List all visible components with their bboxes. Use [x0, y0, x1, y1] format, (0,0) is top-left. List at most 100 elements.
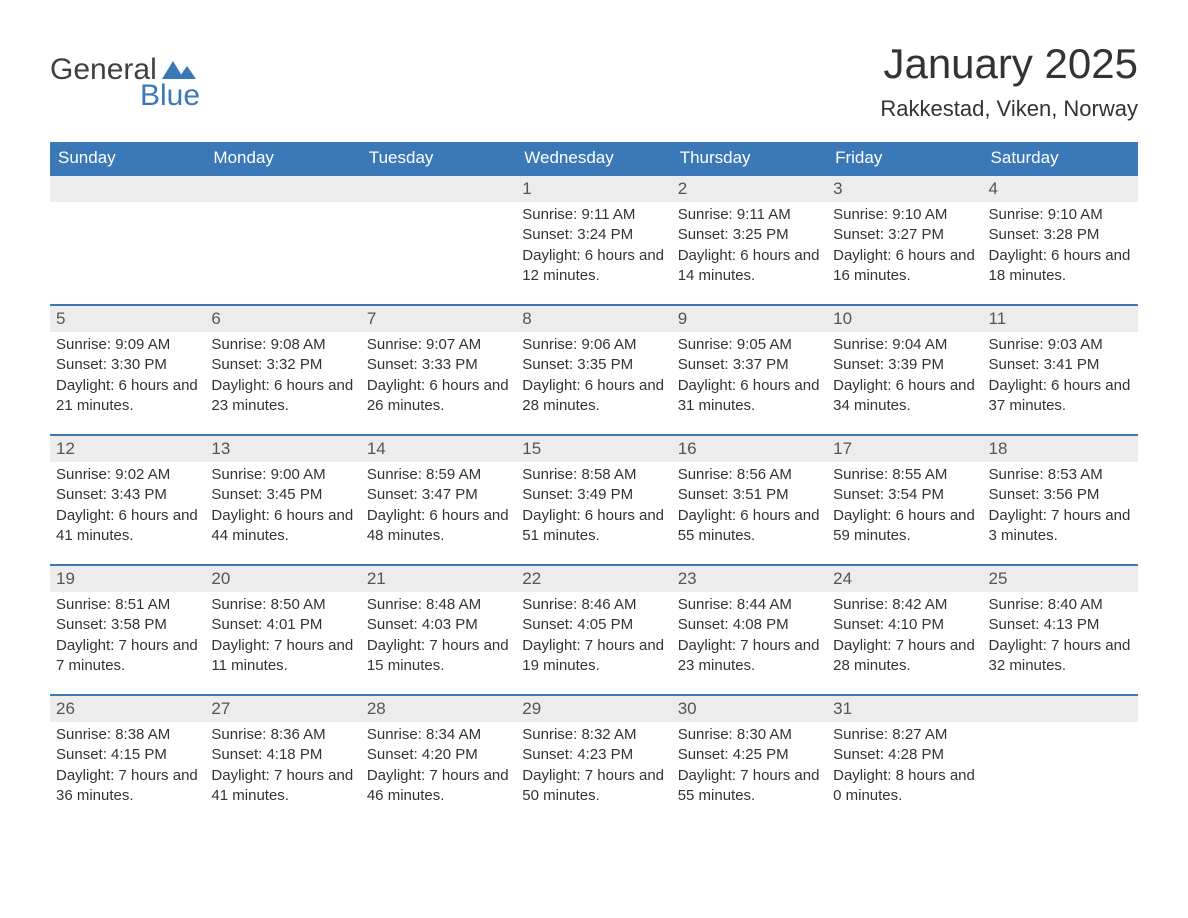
day-body: Sunrise: 8:44 AMSunset: 4:08 PMDaylight:…: [672, 592, 827, 684]
day-body: Sunrise: 8:46 AMSunset: 4:05 PMDaylight:…: [516, 592, 671, 684]
day-cell: 8Sunrise: 9:06 AMSunset: 3:35 PMDaylight…: [516, 306, 671, 434]
day-number: [361, 176, 516, 202]
sunset-line: Sunset: 4:28 PM: [833, 745, 976, 765]
daylight-line: Daylight: 6 hours and 37 minutes.: [989, 376, 1132, 417]
sunset-line: Sunset: 4:05 PM: [522, 615, 665, 635]
day-body: Sunrise: 8:42 AMSunset: 4:10 PMDaylight:…: [827, 592, 982, 684]
day-body: Sunrise: 9:11 AMSunset: 3:24 PMDaylight:…: [516, 202, 671, 294]
day-number: 26: [50, 696, 205, 722]
sunset-line: Sunset: 4:08 PM: [678, 615, 821, 635]
day-number: 13: [205, 436, 360, 462]
sunrise-line: Sunrise: 9:00 AM: [211, 465, 354, 485]
header: General Blue January 2025 Rakkestad, Vik…: [50, 40, 1138, 132]
day-body: Sunrise: 8:36 AMSunset: 4:18 PMDaylight:…: [205, 722, 360, 814]
sunset-line: Sunset: 3:54 PM: [833, 485, 976, 505]
dow-cell: Sunday: [50, 142, 205, 174]
day-number: 7: [361, 306, 516, 332]
daylight-line: Daylight: 6 hours and 44 minutes.: [211, 506, 354, 547]
day-cell: 5Sunrise: 9:09 AMSunset: 3:30 PMDaylight…: [50, 306, 205, 434]
sunset-line: Sunset: 3:58 PM: [56, 615, 199, 635]
sunrise-line: Sunrise: 8:48 AM: [367, 595, 510, 615]
dow-cell: Monday: [205, 142, 360, 174]
sunset-line: Sunset: 4:20 PM: [367, 745, 510, 765]
daylight-line: Daylight: 6 hours and 48 minutes.: [367, 506, 510, 547]
day-number: [983, 696, 1138, 722]
day-number: 16: [672, 436, 827, 462]
daylight-line: Daylight: 7 hours and 46 minutes.: [367, 766, 510, 807]
sunset-line: Sunset: 3:33 PM: [367, 355, 510, 375]
daylight-line: Daylight: 7 hours and 19 minutes.: [522, 636, 665, 677]
day-cell: 20Sunrise: 8:50 AMSunset: 4:01 PMDayligh…: [205, 566, 360, 694]
day-cell: 10Sunrise: 9:04 AMSunset: 3:39 PMDayligh…: [827, 306, 982, 434]
week-row: 1Sunrise: 9:11 AMSunset: 3:24 PMDaylight…: [50, 174, 1138, 304]
day-body: Sunrise: 8:53 AMSunset: 3:56 PMDaylight:…: [983, 462, 1138, 554]
sunrise-line: Sunrise: 9:03 AM: [989, 335, 1132, 355]
daylight-line: Daylight: 6 hours and 14 minutes.: [678, 246, 821, 287]
day-body: Sunrise: 9:02 AMSunset: 3:43 PMDaylight:…: [50, 462, 205, 554]
sunrise-line: Sunrise: 9:06 AM: [522, 335, 665, 355]
day-cell: 23Sunrise: 8:44 AMSunset: 4:08 PMDayligh…: [672, 566, 827, 694]
day-number: 3: [827, 176, 982, 202]
sunset-line: Sunset: 4:01 PM: [211, 615, 354, 635]
day-body: Sunrise: 9:10 AMSunset: 3:27 PMDaylight:…: [827, 202, 982, 294]
day-cell: 27Sunrise: 8:36 AMSunset: 4:18 PMDayligh…: [205, 696, 360, 824]
day-number: 25: [983, 566, 1138, 592]
day-body: Sunrise: 9:05 AMSunset: 3:37 PMDaylight:…: [672, 332, 827, 424]
daylight-line: Daylight: 7 hours and 11 minutes.: [211, 636, 354, 677]
sunrise-line: Sunrise: 8:38 AM: [56, 725, 199, 745]
day-number: 31: [827, 696, 982, 722]
day-number: 14: [361, 436, 516, 462]
week-row: 12Sunrise: 9:02 AMSunset: 3:43 PMDayligh…: [50, 434, 1138, 564]
day-of-week-header: SundayMondayTuesdayWednesdayThursdayFrid…: [50, 142, 1138, 174]
day-number: 8: [516, 306, 671, 332]
weeks-container: 1Sunrise: 9:11 AMSunset: 3:24 PMDaylight…: [50, 174, 1138, 824]
sunset-line: Sunset: 3:43 PM: [56, 485, 199, 505]
sunrise-line: Sunrise: 9:02 AM: [56, 465, 199, 485]
day-body: Sunrise: 9:04 AMSunset: 3:39 PMDaylight:…: [827, 332, 982, 424]
sunset-line: Sunset: 4:18 PM: [211, 745, 354, 765]
day-body: Sunrise: 8:51 AMSunset: 3:58 PMDaylight:…: [50, 592, 205, 684]
sunset-line: Sunset: 3:49 PM: [522, 485, 665, 505]
daylight-line: Daylight: 6 hours and 55 minutes.: [678, 506, 821, 547]
sunrise-line: Sunrise: 9:11 AM: [522, 205, 665, 225]
day-number: 15: [516, 436, 671, 462]
daylight-line: Daylight: 6 hours and 26 minutes.: [367, 376, 510, 417]
sunrise-line: Sunrise: 8:53 AM: [989, 465, 1132, 485]
day-cell: 9Sunrise: 9:05 AMSunset: 3:37 PMDaylight…: [672, 306, 827, 434]
day-cell: 25Sunrise: 8:40 AMSunset: 4:13 PMDayligh…: [983, 566, 1138, 694]
sunrise-line: Sunrise: 9:05 AM: [678, 335, 821, 355]
day-cell: [983, 696, 1138, 824]
day-cell: 24Sunrise: 8:42 AMSunset: 4:10 PMDayligh…: [827, 566, 982, 694]
sunrise-line: Sunrise: 8:55 AM: [833, 465, 976, 485]
day-number: 27: [205, 696, 360, 722]
day-body: Sunrise: 8:58 AMSunset: 3:49 PMDaylight:…: [516, 462, 671, 554]
day-body: Sunrise: 9:10 AMSunset: 3:28 PMDaylight:…: [983, 202, 1138, 294]
day-cell: 19Sunrise: 8:51 AMSunset: 3:58 PMDayligh…: [50, 566, 205, 694]
sunrise-line: Sunrise: 8:32 AM: [522, 725, 665, 745]
sunrise-line: Sunrise: 9:08 AM: [211, 335, 354, 355]
daylight-line: Daylight: 6 hours and 12 minutes.: [522, 246, 665, 287]
sunrise-line: Sunrise: 9:10 AM: [989, 205, 1132, 225]
day-body: Sunrise: 9:00 AMSunset: 3:45 PMDaylight:…: [205, 462, 360, 554]
title-block: January 2025 Rakkestad, Viken, Norway: [880, 40, 1138, 132]
day-cell: 14Sunrise: 8:59 AMSunset: 3:47 PMDayligh…: [361, 436, 516, 564]
day-cell: 18Sunrise: 8:53 AMSunset: 3:56 PMDayligh…: [983, 436, 1138, 564]
day-body: Sunrise: 8:30 AMSunset: 4:25 PMDaylight:…: [672, 722, 827, 814]
day-body: Sunrise: 8:56 AMSunset: 3:51 PMDaylight:…: [672, 462, 827, 554]
day-cell: [50, 176, 205, 304]
sunset-line: Sunset: 3:25 PM: [678, 225, 821, 245]
day-body: Sunrise: 8:59 AMSunset: 3:47 PMDaylight:…: [361, 462, 516, 554]
day-number: 24: [827, 566, 982, 592]
daylight-line: Daylight: 7 hours and 50 minutes.: [522, 766, 665, 807]
daylight-line: Daylight: 7 hours and 28 minutes.: [833, 636, 976, 677]
day-cell: 21Sunrise: 8:48 AMSunset: 4:03 PMDayligh…: [361, 566, 516, 694]
sunset-line: Sunset: 3:45 PM: [211, 485, 354, 505]
day-cell: 26Sunrise: 8:38 AMSunset: 4:15 PMDayligh…: [50, 696, 205, 824]
sunset-line: Sunset: 3:47 PM: [367, 485, 510, 505]
day-cell: 15Sunrise: 8:58 AMSunset: 3:49 PMDayligh…: [516, 436, 671, 564]
day-number: 2: [672, 176, 827, 202]
day-number: [205, 176, 360, 202]
day-number: 4: [983, 176, 1138, 202]
sunrise-line: Sunrise: 9:07 AM: [367, 335, 510, 355]
day-number: 9: [672, 306, 827, 332]
